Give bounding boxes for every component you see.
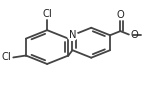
Text: O: O bbox=[131, 29, 139, 39]
Text: O: O bbox=[117, 10, 124, 20]
Text: Cl: Cl bbox=[42, 9, 52, 19]
Text: N: N bbox=[69, 30, 76, 40]
Text: Cl: Cl bbox=[1, 52, 11, 62]
